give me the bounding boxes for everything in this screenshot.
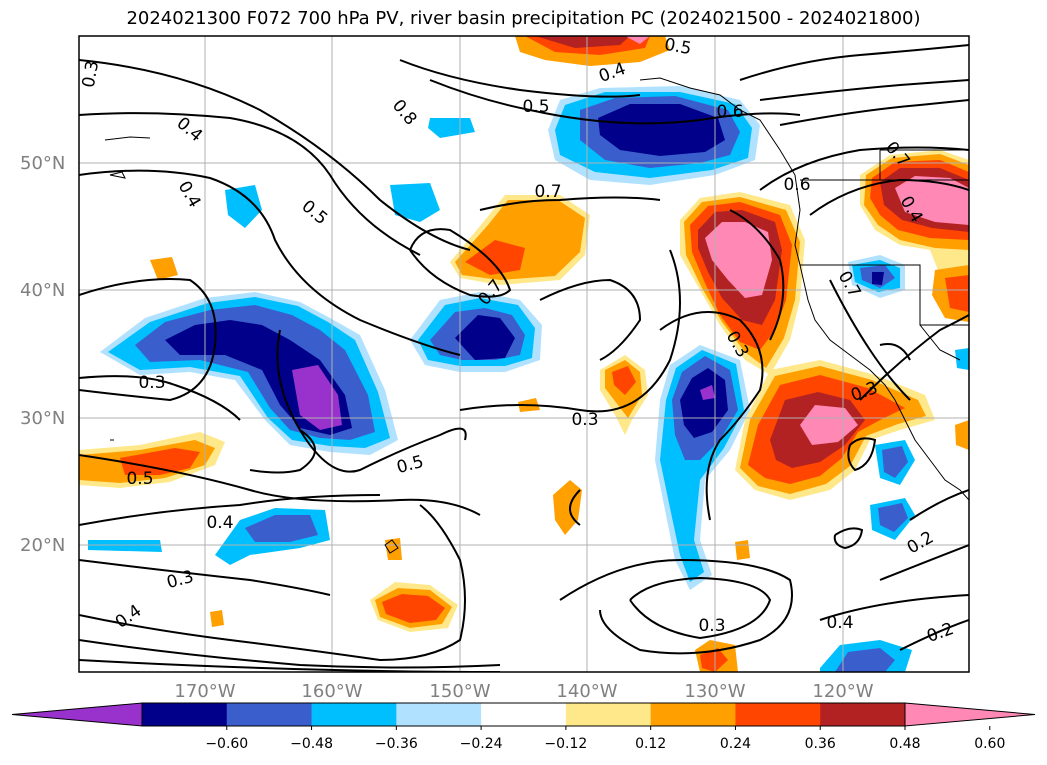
lat-label-20n: 20°N — [20, 535, 65, 556]
colorbar-tick-label: −0.48 — [290, 736, 333, 752]
colorbar-tick-label: −0.36 — [375, 736, 418, 752]
lat-label-30n: 30°N — [20, 408, 65, 429]
colorbar: −0.60 −0.48 −0.36 −0.24 −0.12 0.12 0.24 0.36 0.4… — [11, 702, 1036, 752]
colorbar-tick-label: −0.60 — [205, 736, 248, 752]
contour-label: 0.4 — [174, 178, 205, 211]
contour-label: 0.5 — [663, 35, 693, 59]
colorbar-swatch — [820, 703, 906, 726]
contour-label: 0.4 — [112, 601, 146, 633]
contour-label: 0.2 — [924, 619, 956, 647]
colorbar-extend-high — [904, 702, 1036, 727]
colorbar-tick-label: 0.12 — [635, 736, 666, 752]
map-title: 2024021300 F072 700 hPa PV, river basin … — [126, 8, 921, 29]
gridlines — [79, 36, 969, 672]
contour-label: 0.2 — [904, 527, 937, 558]
map-frame — [78, 35, 970, 673]
precip-shading — [79, 36, 969, 672]
contour-label: 0.3 — [571, 410, 598, 430]
contour-label: 0.5 — [126, 469, 153, 489]
colorbar-extend-low — [11, 702, 143, 727]
contour-label: 0.3 — [698, 616, 725, 636]
lon-label-130w: 130°W — [684, 681, 745, 702]
colorbar-swatch — [650, 703, 736, 726]
colorbar-tick-label: 0.60 — [974, 736, 1005, 752]
lon-label-140w: 140°W — [556, 681, 617, 702]
lat-label-40n: 40°N — [20, 280, 65, 301]
contour-label: 0.6 — [783, 175, 810, 195]
contour-label: 0.4 — [826, 613, 853, 633]
colorbar-swatch — [142, 703, 228, 726]
colorbar-swatch — [311, 703, 397, 726]
lat-labels: 50°N 40°N 30°N 20°N — [20, 153, 65, 556]
contour-label: 0.4 — [173, 113, 207, 146]
colorbar-tick-label: −0.24 — [460, 736, 503, 752]
colorbar-swatch — [226, 703, 313, 726]
lon-label-120w: 120°W — [812, 681, 873, 702]
contour-label: 0.4 — [206, 513, 233, 533]
contour-label: 0.3 — [79, 59, 103, 89]
lat-label-50n: 50°N — [20, 153, 65, 174]
lon-label-160w: 160°W — [301, 681, 362, 702]
contour-label: 0.7 — [534, 182, 561, 202]
contour-label: 0.3 — [138, 373, 165, 393]
contour-label: 0.6 — [716, 102, 743, 122]
colorbar-swatch — [396, 703, 482, 726]
contour-label: 0.5 — [522, 97, 549, 117]
pv-contours — [79, 44, 969, 672]
lon-label-170w: 170°W — [174, 681, 235, 702]
colorbar-frame — [141, 702, 906, 727]
lon-labels: 170°W 160°W 150°W 140°W 130°W 120°W — [174, 681, 873, 702]
contour-label: 0.5 — [298, 196, 332, 229]
colorbar-tick-label: −0.12 — [544, 736, 587, 752]
map-area: 0.30.40.40.50.8 0.50.40.60.50.70.70.60.70… — [79, 35, 969, 672]
colorbar-swatch — [481, 703, 567, 726]
colorbar-tick-label: 0.24 — [720, 736, 751, 752]
colorbar-swatch — [565, 703, 652, 726]
contour-label: 0.8 — [388, 96, 421, 130]
contour-label: 0.5 — [395, 452, 426, 478]
coastlines — [104, 77, 969, 554]
colorbar-tick-label: 0.36 — [805, 736, 836, 752]
colorbar-swatch — [735, 703, 821, 726]
lon-label-150w: 150°W — [429, 681, 490, 702]
colorbar-tick-label: 0.48 — [889, 736, 920, 752]
